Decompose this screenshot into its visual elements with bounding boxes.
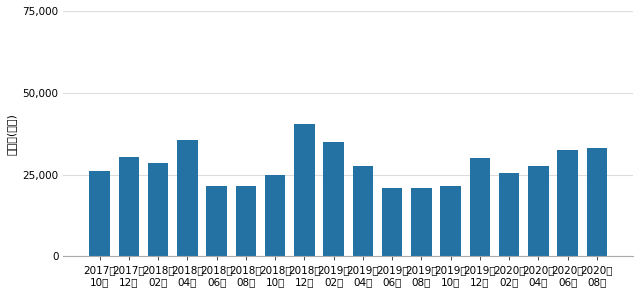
Bar [294, 124, 315, 256]
Bar [499, 173, 520, 256]
Bar [470, 158, 490, 256]
Bar [265, 175, 285, 256]
Bar [528, 166, 548, 256]
Bar [411, 188, 431, 256]
Bar [557, 150, 578, 256]
Bar [236, 186, 256, 256]
Y-axis label: 거래량(건수): 거래량(건수) [7, 113, 17, 155]
Bar [440, 186, 461, 256]
Bar [206, 186, 227, 256]
Bar [587, 148, 607, 256]
Bar [382, 188, 403, 256]
Bar [90, 171, 110, 256]
Bar [323, 142, 344, 256]
Bar [177, 140, 198, 256]
Bar [118, 157, 139, 256]
Bar [148, 163, 168, 256]
Bar [353, 166, 373, 256]
